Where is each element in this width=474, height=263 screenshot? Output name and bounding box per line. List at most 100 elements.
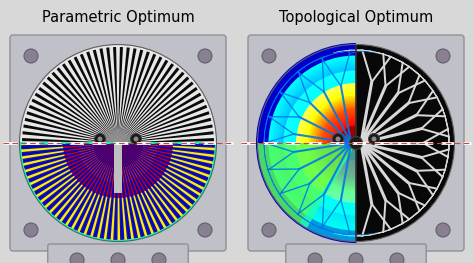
Wedge shape (338, 125, 356, 160)
Circle shape (349, 136, 363, 149)
Circle shape (98, 136, 102, 141)
Wedge shape (29, 105, 118, 143)
Wedge shape (261, 48, 356, 238)
Wedge shape (118, 143, 211, 173)
Wedge shape (348, 135, 356, 150)
Wedge shape (118, 143, 194, 205)
Circle shape (436, 223, 450, 237)
Wedge shape (118, 60, 168, 143)
Wedge shape (118, 143, 152, 235)
Wedge shape (300, 143, 356, 241)
Wedge shape (118, 143, 186, 214)
Circle shape (308, 253, 322, 263)
Wedge shape (26, 143, 118, 175)
Wedge shape (43, 143, 118, 206)
Wedge shape (118, 143, 214, 161)
Wedge shape (93, 143, 118, 237)
Wedge shape (38, 87, 118, 143)
Circle shape (262, 223, 276, 237)
Wedge shape (321, 108, 356, 178)
Wedge shape (118, 47, 123, 143)
Wedge shape (351, 138, 356, 148)
Wedge shape (336, 123, 356, 163)
Wedge shape (56, 67, 118, 143)
FancyBboxPatch shape (286, 244, 426, 263)
Wedge shape (279, 65, 356, 220)
Wedge shape (356, 44, 455, 241)
Wedge shape (80, 54, 118, 143)
Wedge shape (115, 143, 118, 240)
Wedge shape (42, 82, 118, 143)
Wedge shape (118, 143, 208, 181)
Wedge shape (289, 75, 356, 210)
Wedge shape (34, 143, 118, 194)
Wedge shape (323, 110, 356, 175)
Wedge shape (21, 143, 118, 149)
Wedge shape (52, 72, 118, 143)
Wedge shape (118, 143, 210, 175)
Wedge shape (88, 143, 118, 236)
Wedge shape (341, 128, 356, 158)
Wedge shape (118, 143, 203, 192)
Wedge shape (118, 143, 195, 204)
Wedge shape (24, 143, 118, 168)
Wedge shape (93, 143, 143, 168)
FancyBboxPatch shape (10, 35, 226, 251)
Wedge shape (118, 143, 131, 239)
Wedge shape (118, 72, 184, 143)
Circle shape (198, 223, 212, 237)
Wedge shape (118, 143, 156, 233)
Wedge shape (118, 47, 130, 143)
Wedge shape (118, 87, 198, 143)
Text: Topological Optimum: Topological Optimum (279, 10, 433, 25)
Wedge shape (113, 47, 118, 143)
Circle shape (436, 49, 450, 63)
Wedge shape (276, 63, 356, 223)
Wedge shape (62, 143, 118, 224)
Wedge shape (26, 143, 118, 176)
Wedge shape (313, 100, 356, 185)
Wedge shape (293, 80, 356, 205)
Wedge shape (118, 143, 200, 198)
Wedge shape (258, 45, 356, 240)
Wedge shape (118, 143, 209, 180)
Wedge shape (316, 103, 356, 183)
Wedge shape (78, 143, 158, 183)
FancyBboxPatch shape (48, 244, 188, 263)
Wedge shape (57, 143, 118, 220)
Circle shape (349, 253, 363, 263)
Wedge shape (118, 143, 163, 230)
Wedge shape (31, 143, 118, 189)
Wedge shape (31, 143, 118, 188)
Wedge shape (118, 50, 143, 143)
Wedge shape (81, 143, 118, 234)
Circle shape (332, 134, 344, 144)
Circle shape (94, 134, 106, 144)
Wedge shape (68, 60, 118, 143)
Wedge shape (118, 67, 180, 143)
Wedge shape (271, 58, 356, 228)
Wedge shape (56, 143, 118, 219)
Wedge shape (118, 143, 164, 230)
Wedge shape (113, 143, 118, 240)
Wedge shape (118, 143, 185, 215)
Wedge shape (118, 143, 205, 188)
Wedge shape (118, 143, 214, 160)
Wedge shape (118, 143, 212, 168)
Wedge shape (62, 63, 118, 143)
Wedge shape (118, 143, 190, 210)
Wedge shape (19, 143, 217, 242)
Wedge shape (35, 143, 118, 195)
Wedge shape (118, 143, 138, 239)
Wedge shape (118, 77, 189, 143)
Wedge shape (299, 85, 356, 200)
Wedge shape (118, 143, 215, 148)
Wedge shape (86, 52, 118, 143)
Wedge shape (21, 143, 118, 148)
Wedge shape (118, 118, 211, 143)
Wedge shape (118, 143, 215, 146)
Wedge shape (118, 124, 213, 143)
Wedge shape (28, 143, 118, 181)
Wedge shape (266, 53, 356, 233)
Wedge shape (23, 143, 118, 163)
